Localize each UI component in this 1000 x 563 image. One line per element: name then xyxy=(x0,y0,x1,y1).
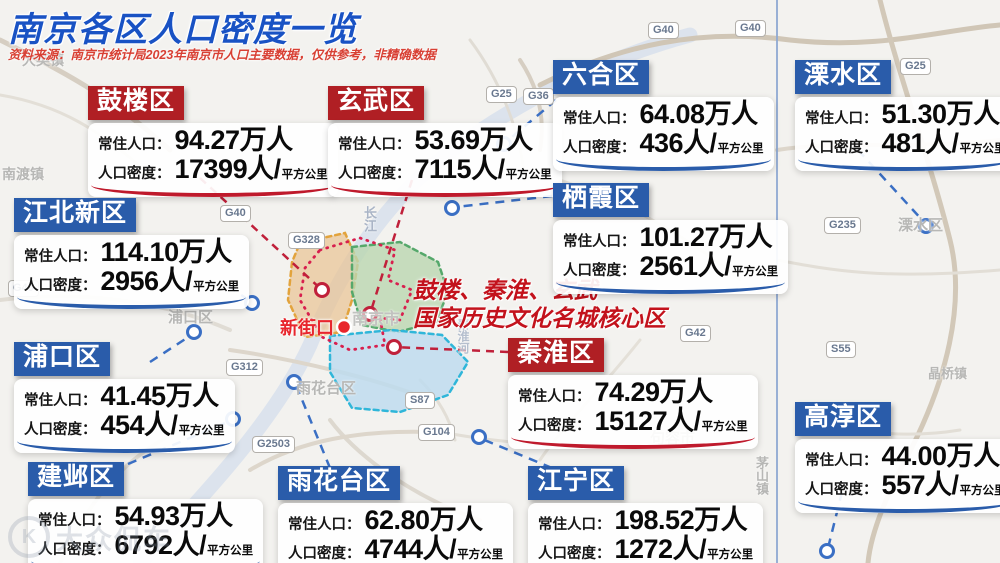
district-name: 雨花台区 xyxy=(278,466,401,500)
callout-jianye: 建邺区 常住人口： 54.93万人 人口密度： 6792人/平方公里 xyxy=(28,462,264,563)
density-value: 557人/ xyxy=(881,469,960,500)
underline-swoosh xyxy=(17,440,232,454)
population-value: 41.45万人 xyxy=(100,380,220,411)
callout-xuanwu: 玄武区 常住人口： 53.69万人 人口密度： 7115人/平方公里 xyxy=(328,86,562,198)
red-leader-endpoints xyxy=(314,282,402,355)
population-value: 94.27万人 xyxy=(174,124,294,155)
road-shield-g312: G312 xyxy=(226,359,263,376)
density-value: 454人/ xyxy=(100,409,179,440)
density-value: 481人/ xyxy=(881,127,960,158)
population-value: 53.69万人 xyxy=(414,124,534,155)
callout-jiangbei: 江北新区 常住人口： 114.10万人 人口密度： 2956人/平方公里 xyxy=(14,198,250,310)
callout-yuhuatai: 雨花台区 常住人口： 62.80万人 人口密度： 4744人/平方公里 xyxy=(278,466,514,563)
district-name: 鼓楼区 xyxy=(88,86,185,120)
road-shield-g104: G104 xyxy=(418,424,455,441)
underline-swoosh xyxy=(91,184,335,198)
district-name: 栖霞区 xyxy=(553,183,650,217)
underline-swoosh xyxy=(331,184,559,198)
place-label-daying: 大英镇 xyxy=(22,52,64,68)
callout-lishui: 溧水区 常住人口： 51.30万人 人口密度： 481人/平方公里 xyxy=(795,60,1000,172)
road-shield-g2503: G2503 xyxy=(252,436,296,453)
page-title: 南京各区人口密度一览 xyxy=(8,11,358,49)
density-value: 436人/ xyxy=(639,127,718,158)
underline-swoosh xyxy=(798,500,1000,514)
callout-luhe: 六合区 常住人口： 64.08万人 人口密度： 436人/平方公里 xyxy=(553,60,774,172)
road-shield-g42: G42 xyxy=(680,325,711,342)
population-value: 44.00万人 xyxy=(881,440,1000,471)
place-label-pukou: 浦口区 xyxy=(168,309,214,326)
underline-swoosh xyxy=(556,158,771,172)
road-shield-g25: G25 xyxy=(900,58,931,75)
road-shield-g40: G40 xyxy=(648,22,679,39)
callout-qixia: 栖霞区 常住人口： 101.27万人 人口密度： 2561人/平方公里 xyxy=(553,183,789,295)
xinjiekou-marker-dot xyxy=(335,318,353,336)
district-name: 浦口区 xyxy=(14,342,111,376)
callout-gaochun: 高淳区 常住人口： 44.00万人 人口密度： 557人/平方公里 xyxy=(795,402,1000,514)
district-name: 溧水区 xyxy=(795,60,892,94)
qinhuai-patch xyxy=(328,328,470,414)
district-name: 江北新区 xyxy=(14,198,137,232)
density-value: 2561人/ xyxy=(639,250,732,281)
place-label-nandu: 南渡镇 xyxy=(2,166,44,182)
district-name: 建邺区 xyxy=(28,462,125,496)
road-shield-g235: G235 xyxy=(824,217,861,234)
population-value: 62.80万人 xyxy=(364,504,484,535)
district-name: 秦淮区 xyxy=(508,338,605,372)
road-shield-s87: S87 xyxy=(405,392,435,409)
road-shield-g40: G40 xyxy=(735,20,766,37)
underline-swoosh xyxy=(511,436,755,450)
place-label-yuhuatai: 雨花台区 xyxy=(296,380,357,397)
district-name: 高淳区 xyxy=(795,402,892,436)
density-value: 6792人/ xyxy=(114,529,207,560)
xinjiekou-label: 新街口 xyxy=(280,318,334,338)
place-label-jingqiao: 晶桥镇 xyxy=(928,366,968,381)
density-value: 17399人/ xyxy=(174,153,282,184)
road-shield-g40: G40 xyxy=(220,205,251,222)
road-shield-g36: G36 xyxy=(523,88,554,105)
district-name: 江宁区 xyxy=(528,466,625,500)
population-value: 198.52万人 xyxy=(614,504,748,535)
callout-qinhuai: 秦淮区 常住人口： 74.29万人 人口密度： 15127人/平方公里 xyxy=(508,338,758,450)
road-shield-s55: S55 xyxy=(826,341,856,358)
red-leader-lines xyxy=(199,177,509,354)
population-value: 114.10万人 xyxy=(100,236,233,267)
place-label-maoshan: 茅山镇 xyxy=(754,456,769,495)
density-value: 2956人/ xyxy=(100,265,193,296)
core-area-note-line2: 国家历史文化名城核心区 xyxy=(413,305,666,332)
road-shield-g25: G25 xyxy=(486,86,517,103)
population-value: 74.29万人 xyxy=(594,376,714,407)
density-value: 15127人/ xyxy=(594,405,702,436)
district-name: 六合区 xyxy=(553,60,650,94)
place-label-lishui: 溧水区 xyxy=(898,217,944,234)
callout-pukou: 浦口区 常住人口： 41.45万人 人口密度： 454人/平方公里 xyxy=(14,342,235,454)
district-name: 玄武区 xyxy=(328,86,425,120)
population-value: 64.08万人 xyxy=(639,98,759,129)
river-label-changjiang: 长江 xyxy=(362,206,377,232)
population-value: 51.30万人 xyxy=(881,98,1000,129)
underline-swoosh xyxy=(556,281,786,295)
road-shield-g328: G328 xyxy=(288,232,325,249)
callout-gulou: 鼓楼区 常住人口： 94.27万人 人口密度： 17399人/平方公里 xyxy=(88,86,338,198)
river-label-qinhuaihe: 秦淮河 xyxy=(456,318,470,354)
underline-swoosh xyxy=(17,296,247,310)
core-area-dotted-boundary xyxy=(298,236,414,352)
callout-jiangning: 江宁区 常住人口： 198.52万人 人口密度： 1272人/平方公里 xyxy=(528,466,764,563)
data-source-note: 资料来源：南京市统计局2023年南京市人口主要数据，仅供参考，非精确数据 xyxy=(8,48,436,62)
density-value: 4744人/ xyxy=(364,533,457,563)
density-value: 1272人/ xyxy=(614,533,707,563)
density-value: 7115人/ xyxy=(414,153,506,184)
population-value: 54.93万人 xyxy=(114,500,234,531)
place-label-nanjing: 南京市 xyxy=(352,311,401,328)
underline-swoosh xyxy=(798,158,1000,172)
population-value: 101.27万人 xyxy=(639,221,773,252)
